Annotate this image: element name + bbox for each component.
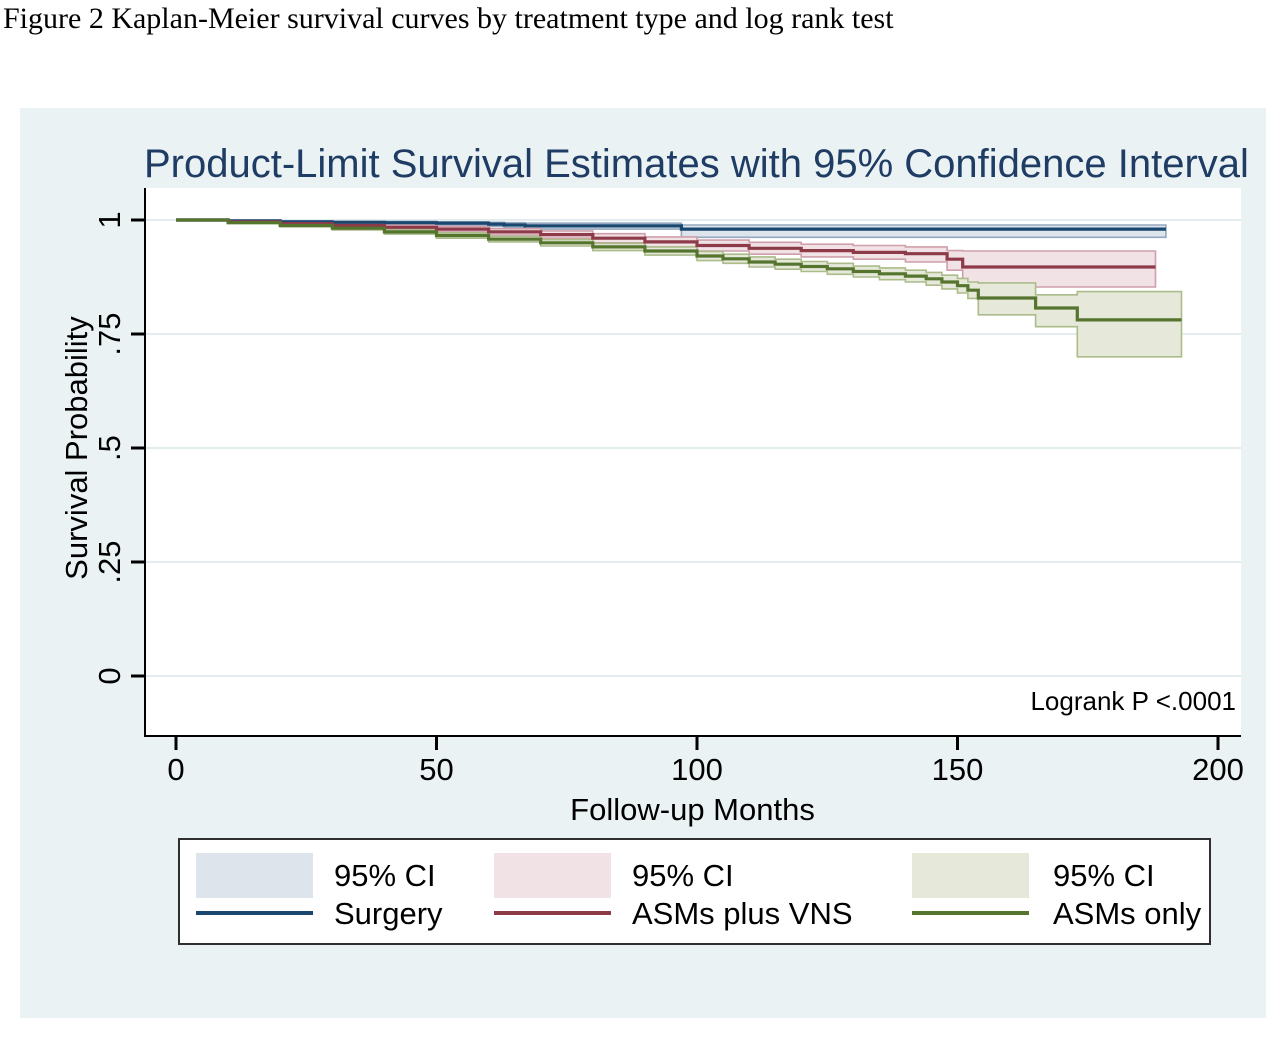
logrank-annotation: Logrank P <.0001: [1030, 686, 1236, 716]
legend-series-label: ASMs only: [1053, 896, 1202, 931]
chart-panel: Product-Limit Survival Estimates with 95…: [20, 108, 1266, 1018]
y-tick-label: .5: [92, 435, 127, 461]
legend-line-swatch: [912, 911, 1029, 915]
legend-ci-swatch: [912, 853, 1029, 898]
legend-line-swatch: [196, 911, 313, 915]
legend: 95% CI Surgery 95% CI ASMs plus VNS 95% CI AS…: [178, 838, 1211, 945]
x-tick-label: 200: [1192, 752, 1244, 787]
x-tick-label: 150: [931, 752, 984, 787]
legend-line-swatch: [494, 911, 611, 915]
y-tick-label: .25: [92, 540, 127, 584]
x-tick-label: 0: [167, 752, 185, 787]
y-tick-label: 1: [92, 211, 127, 229]
legend-ci-swatch: [494, 853, 611, 898]
legend-series-label: ASMs plus VNS: [632, 896, 853, 931]
chart-title: Product-Limit Survival Estimates with 95…: [144, 142, 1249, 186]
legend-series-label: Surgery: [334, 896, 443, 931]
y-tick-label: .75: [92, 312, 127, 356]
legend-ci-label: 95% CI: [334, 858, 436, 893]
survival-curves-svg: [131, 188, 1241, 750]
plot-area: Logrank P <.0001: [131, 188, 1241, 750]
legend-ci-swatch: [196, 853, 313, 898]
legend-ci-label: 95% CI: [632, 858, 734, 893]
legend-ci-label: 95% CI: [1053, 858, 1155, 893]
figure-caption: Figure 2 Kaplan-Meier survival curves by…: [3, 2, 894, 35]
y-tick-label: 0: [92, 667, 127, 685]
survival-curve: [176, 218, 1182, 322]
x-axis-title: Follow-up Months: [570, 792, 815, 827]
x-tick-label: 50: [419, 752, 454, 787]
x-tick-label: 100: [671, 752, 723, 787]
